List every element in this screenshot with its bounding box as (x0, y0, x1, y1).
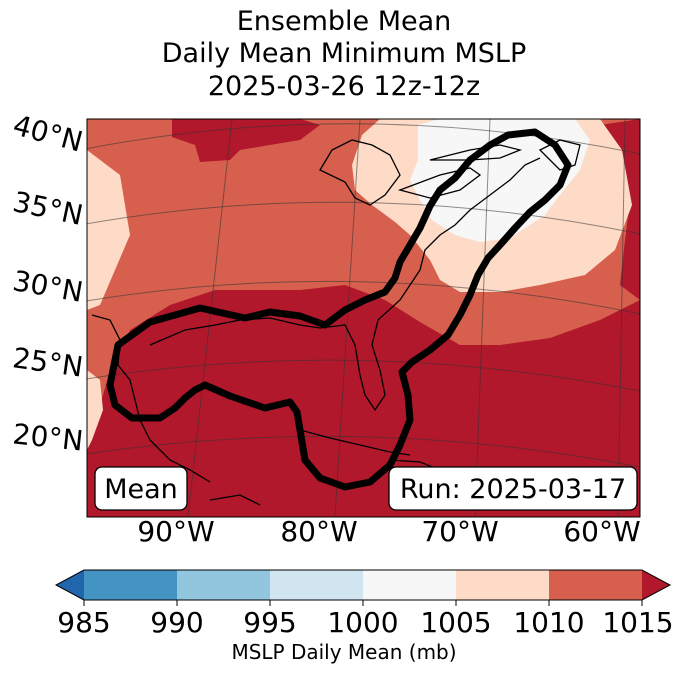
run-annotation-box (388, 466, 638, 511)
title-line-2: Daily Mean Minimum MSLP (161, 38, 527, 69)
pressure-fill-1015 (87, 285, 640, 517)
pressure-fill-1015-north (172, 119, 320, 162)
lon-label: 60°W (563, 515, 640, 548)
colorbar-bin (56, 570, 84, 600)
map-panel (87, 119, 640, 517)
colorbar-title: MSLP Daily Mean (mb) (231, 640, 457, 664)
lon-label: 90°W (137, 515, 214, 548)
pressure-fill-1000 (410, 119, 590, 242)
colorbar-bin (456, 570, 549, 600)
colorbar-bin (549, 570, 642, 600)
colorbar-tick-label: 1000 (327, 606, 399, 639)
colorbar (54, 569, 672, 606)
lat-label: 20°N (11, 417, 85, 457)
colorbar-bin (642, 570, 670, 600)
lat-label: 35°N (10, 185, 86, 232)
lon-label: 80°W (280, 515, 357, 548)
colorbar-tick-label: 1005 (420, 606, 492, 639)
run-annotation: Run: 2025-03-17 (400, 474, 626, 505)
pressure-fill-1015-east (600, 119, 640, 300)
mslp-contour (106, 128, 572, 491)
pressure-fill-1005-west (87, 150, 130, 310)
lat-label: 30°N (10, 264, 85, 309)
colorbar-bin (84, 570, 177, 600)
lat-label: 25°N (11, 341, 85, 384)
colorbar-bin (177, 570, 270, 600)
colorbar-tick-label: 1010 (513, 606, 585, 639)
mean-annotation-box (94, 466, 188, 511)
colorbar-tick-label: 990 (150, 606, 204, 639)
colorbar-bin (363, 570, 456, 600)
coastlines (91, 139, 581, 506)
mean-annotation: Mean (104, 474, 178, 505)
title-line-3: 2025-03-26 12z-12z (207, 71, 481, 102)
colorbar-tick-label: 1015 (602, 606, 674, 639)
map-frame (86, 118, 641, 518)
colorbar-tick-label: 985 (57, 606, 111, 639)
lon-label: 70°W (421, 515, 498, 548)
pressure-fill-1005-west-lower (87, 370, 103, 450)
lat-label: 40°N (10, 108, 87, 158)
colorbar-bin (270, 570, 363, 600)
graticule (87, 119, 640, 517)
colorbar-tick-label: 995 (243, 606, 297, 639)
title-line-1: Ensemble Mean (236, 6, 452, 37)
